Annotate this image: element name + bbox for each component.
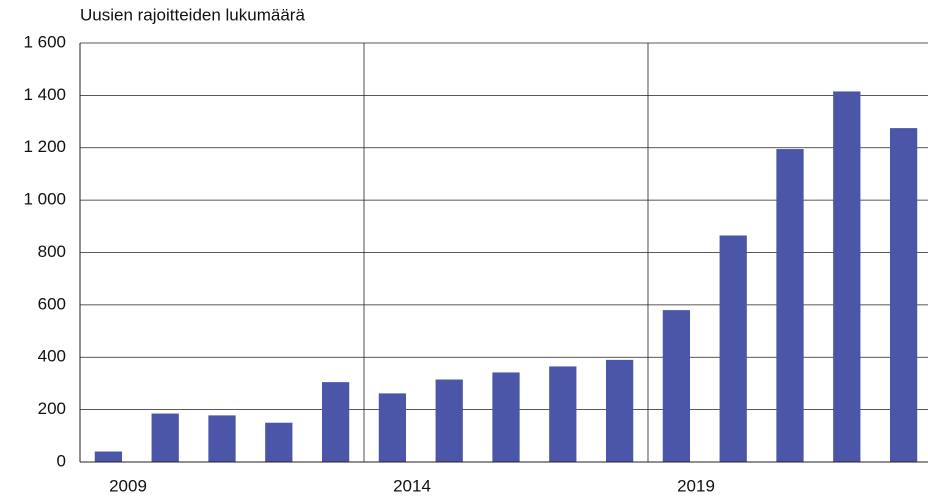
bar: [662, 310, 691, 462]
bar: [719, 235, 747, 462]
bar: [151, 413, 179, 462]
y-tick-label: 0: [57, 451, 66, 470]
x-tick-label: 2019: [677, 476, 715, 495]
bar: [435, 379, 463, 462]
bar: [605, 359, 634, 462]
bar: [265, 422, 293, 462]
y-tick-label: 200: [38, 399, 66, 418]
y-tick-label: 400: [38, 347, 66, 366]
bar: [549, 366, 577, 462]
y-tick-label: 1 000: [23, 190, 66, 209]
bar: [321, 382, 350, 462]
y-tick-label: 1 400: [23, 85, 66, 104]
y-tick-label: 1 600: [23, 32, 66, 51]
bar: [889, 128, 918, 462]
bar: [378, 393, 407, 462]
bar: [208, 415, 236, 462]
bar: [492, 372, 520, 462]
y-tick-label: 1 200: [23, 137, 66, 156]
x-tick-label: 2009: [109, 476, 147, 495]
axis-title: Uusien rajoitteiden lukumäärä: [80, 5, 305, 24]
x-tick-label: 2014: [393, 476, 431, 495]
bar: [94, 451, 123, 462]
bar: [776, 149, 804, 462]
bar: [833, 91, 861, 463]
y-tick-label: 800: [38, 242, 66, 261]
y-tick-label: 600: [38, 294, 66, 313]
